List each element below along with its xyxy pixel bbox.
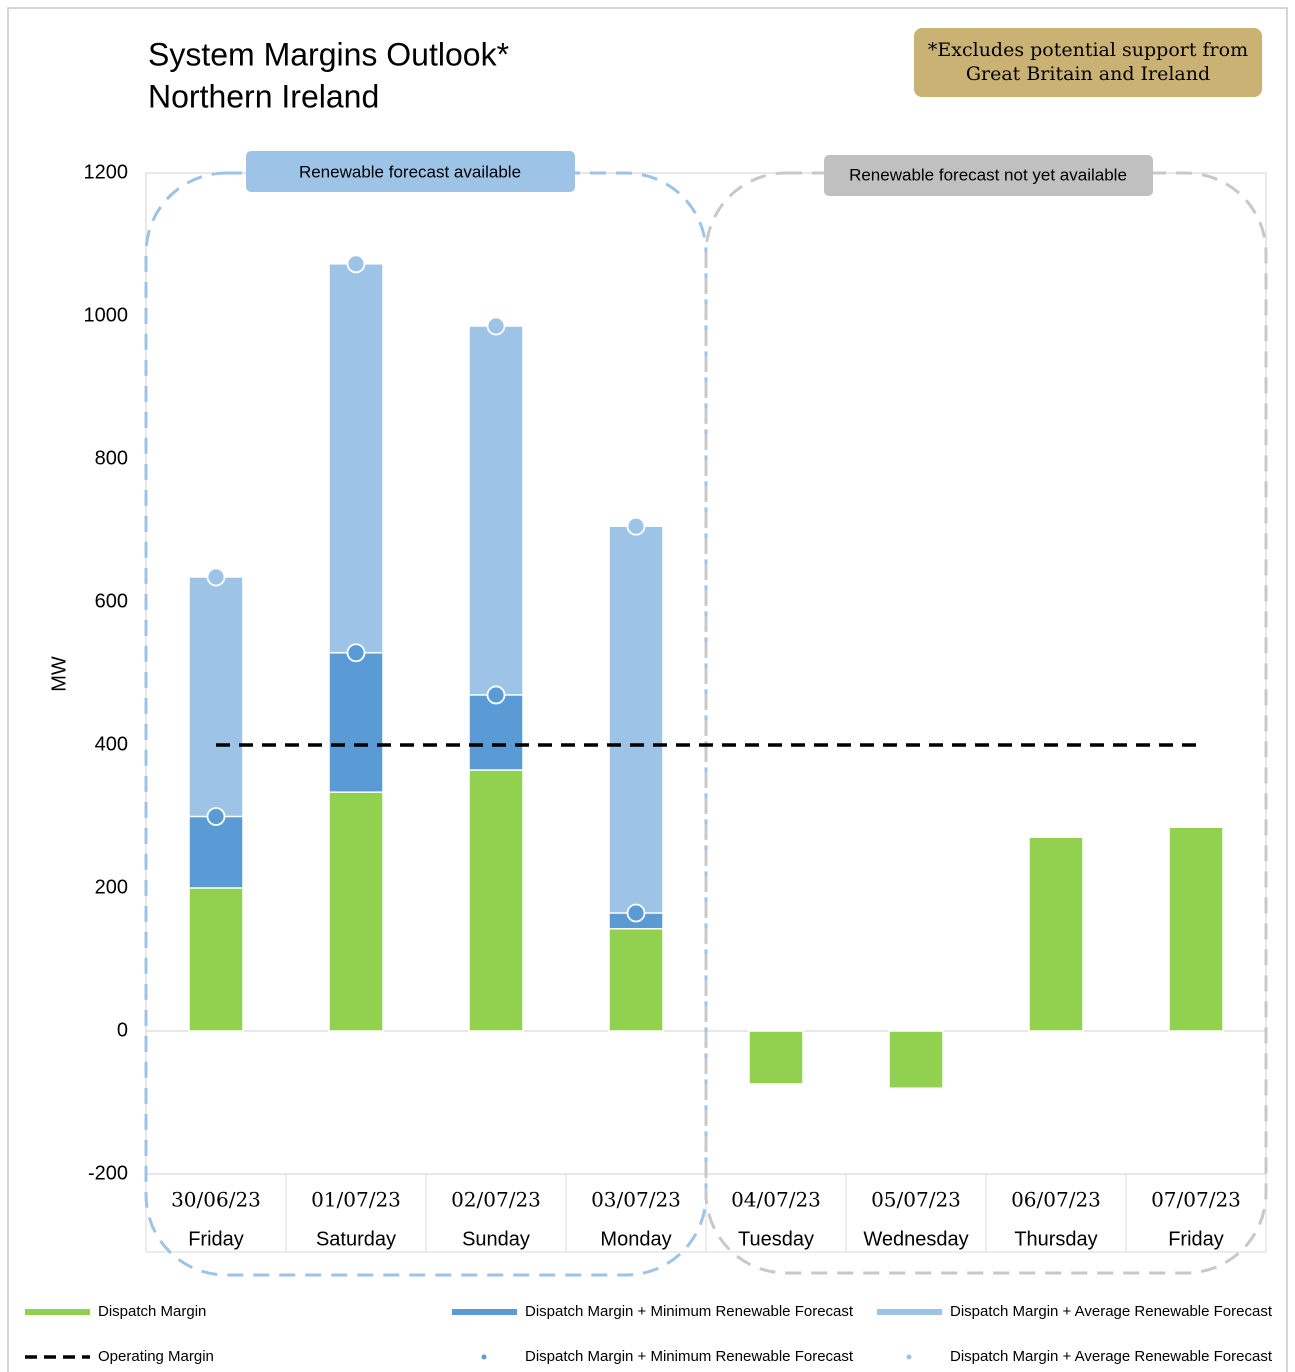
y-axis-label: MW — [48, 656, 70, 692]
marker — [486, 316, 506, 336]
x-tick-label: 04/07/23 — [731, 1188, 821, 1212]
y-tick-label: 0 — [117, 1019, 128, 1041]
region-label: Renewable forecast not yet available — [849, 165, 1127, 184]
marker — [346, 254, 366, 274]
marker — [486, 685, 506, 705]
frame — [7, 7, 1288, 1372]
bar — [188, 887, 244, 1032]
marker — [206, 807, 226, 826]
y-tick-label: 1200 — [84, 161, 129, 183]
bar — [1168, 826, 1224, 1032]
y-tick-label: -200 — [88, 1162, 128, 1184]
x-tick-label: Friday — [188, 1228, 244, 1250]
region-outline — [704, 171, 1268, 1275]
legend-swatch — [906, 1354, 912, 1360]
x-tick-label: Thursday — [1014, 1228, 1097, 1250]
legend-label: Dispatch Margin + Minimum Renewable Fore… — [525, 1303, 854, 1320]
marker — [346, 643, 366, 663]
chart-subtitle: Northern Ireland — [148, 78, 379, 114]
bar — [748, 1030, 804, 1085]
x-tick-label: Friday — [1168, 1228, 1224, 1250]
x-tick-label: Wednesday — [863, 1228, 968, 1250]
chart-title: System Margins Outlook* — [148, 36, 509, 72]
legend-label: Operating Margin — [98, 1348, 214, 1365]
bar — [608, 928, 664, 1032]
marker — [626, 516, 646, 536]
legend-swatch — [481, 1354, 487, 1360]
y-tick-label: 800 — [95, 447, 128, 469]
legend-label: Dispatch Margin — [98, 1303, 206, 1320]
y-tick-label: 400 — [95, 733, 128, 755]
bar — [1028, 836, 1084, 1032]
legend-label: Dispatch Margin + Average Renewable Fore… — [950, 1303, 1273, 1320]
x-tick-label: Saturday — [316, 1228, 396, 1250]
x-tick-label: Sunday — [462, 1228, 530, 1250]
legend-label: Dispatch Margin + Minimum Renewable Fore… — [525, 1348, 854, 1365]
bar — [328, 791, 384, 1032]
marker — [206, 567, 226, 587]
x-tick-label: 30/06/23 — [171, 1188, 261, 1212]
y-tick-label: 1000 — [84, 304, 129, 326]
x-tick-label: 01/07/23 — [311, 1188, 401, 1212]
y-tick-label: 200 — [95, 876, 128, 898]
note: Great Britain and Ireland — [966, 63, 1210, 85]
region-label-box — [246, 151, 575, 192]
marker — [626, 903, 646, 923]
bar — [888, 1030, 944, 1089]
region-label-box — [824, 155, 1153, 196]
x-tick-label: 06/07/23 — [1011, 1188, 1101, 1212]
legend-label: Dispatch Margin + Average Renewable Fore… — [950, 1348, 1273, 1365]
bar — [468, 769, 524, 1032]
x-tick-label: 07/07/23 — [1151, 1188, 1241, 1212]
x-tick-label: 05/07/23 — [871, 1188, 961, 1212]
x-tick-label: Monday — [600, 1228, 671, 1250]
note-box — [914, 28, 1262, 97]
x-tick-label: 02/07/23 — [451, 1188, 541, 1212]
x-tick-label: 03/07/23 — [591, 1188, 681, 1212]
y-tick-label: 600 — [95, 590, 128, 612]
x-tick-label: Tuesday — [738, 1228, 814, 1250]
note: *Excludes potential support from — [928, 39, 1248, 61]
region-label: Renewable forecast available — [299, 162, 521, 181]
